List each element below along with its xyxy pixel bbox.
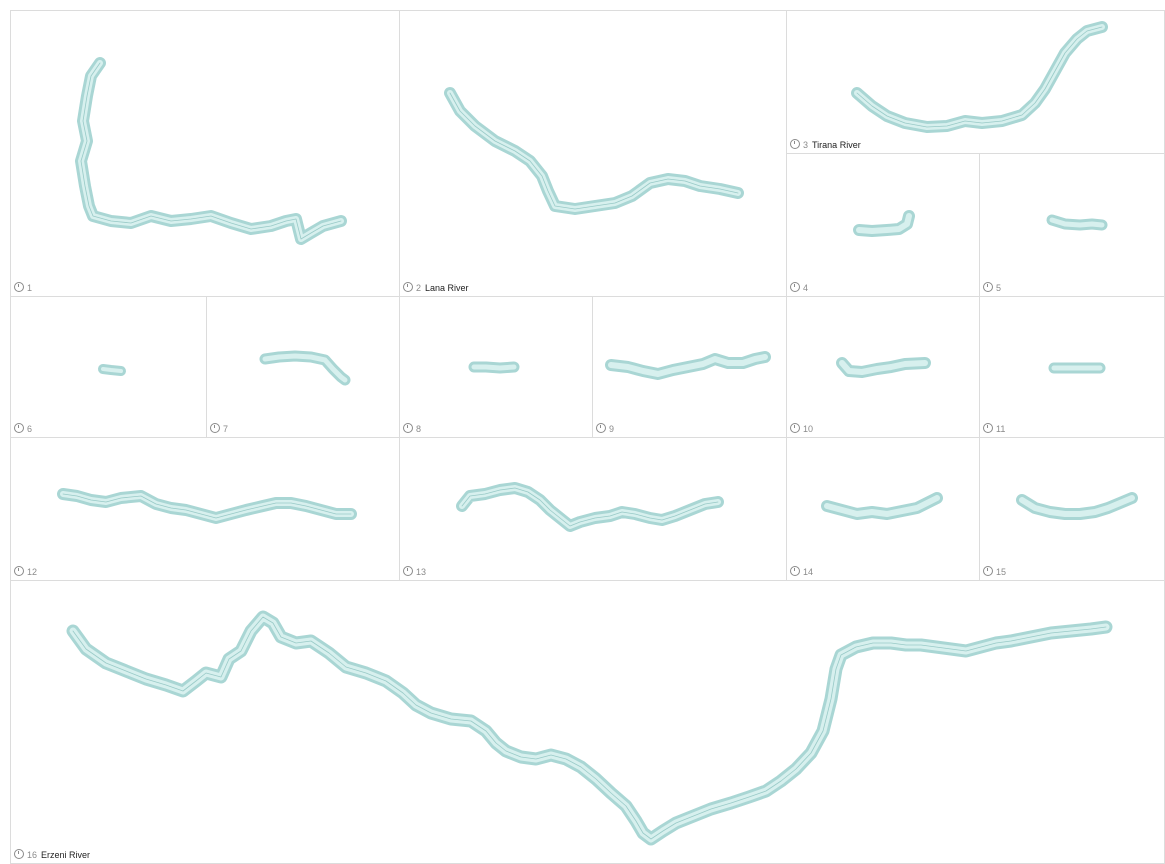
panel-9: 9 [592, 296, 787, 438]
river-segment-9 [605, 351, 771, 380]
clock-icon [983, 566, 993, 576]
panel-11: 11 [979, 296, 1165, 438]
panel-caption: 16 Erzeni River [14, 849, 90, 861]
river-segment-8 [468, 361, 520, 374]
panel-number: 8 [416, 424, 422, 434]
panel-4: 4 [786, 153, 980, 297]
panel-caption: 7 [210, 423, 232, 435]
river-segment-3 [851, 21, 1108, 133]
clock-icon [403, 423, 413, 433]
panel-caption: 2 Lana River [403, 282, 469, 294]
panel-number: 2 [416, 283, 422, 293]
river-segment-14 [821, 492, 943, 520]
clock-icon [14, 849, 24, 859]
panel-caption: 1 [14, 282, 36, 294]
panel-caption: 15 [983, 566, 1010, 578]
panel-2: 2 Lana River [399, 10, 787, 297]
clock-icon [210, 423, 220, 433]
panel-caption: 3 Tirana River [790, 139, 861, 151]
clock-icon [983, 282, 993, 292]
panel-number: 11 [996, 424, 1006, 434]
panel-number: 15 [996, 567, 1007, 577]
panel-caption: 13 [403, 566, 430, 578]
panel-number: 7 [223, 424, 229, 434]
clock-icon [403, 566, 413, 576]
river-segment-2 [444, 87, 744, 215]
river-segment-1 [75, 57, 347, 245]
panel-caption: 10 [790, 423, 817, 435]
panel-15: 15 [979, 437, 1165, 581]
river-name: Lana River [425, 283, 469, 293]
panel-caption: 6 [14, 423, 36, 435]
panel-number: 14 [803, 567, 814, 577]
clock-icon [790, 423, 800, 433]
panel-caption: 9 [596, 423, 618, 435]
panel-caption: 14 [790, 566, 817, 578]
river-name: Erzeni River [41, 850, 91, 860]
clock-icon [596, 423, 606, 433]
river-segment-15 [1016, 492, 1138, 520]
river-segment-16 [66, 610, 1113, 846]
panel-number: 1 [27, 283, 33, 293]
panel-number: 6 [27, 424, 33, 434]
panel-number: 10 [803, 424, 814, 434]
panel-caption: 5 [983, 282, 1005, 294]
panel-number: 12 [27, 567, 38, 577]
panel-14: 14 [786, 437, 980, 581]
clock-icon [14, 423, 24, 433]
clock-icon [790, 139, 800, 149]
clock-icon [14, 282, 24, 292]
clock-icon [403, 282, 413, 292]
panel-number: 9 [609, 424, 615, 434]
panel-caption: 11 [983, 423, 1009, 435]
river-segment-13 [456, 482, 724, 532]
river-segment-4 [853, 210, 915, 237]
panel-caption: 12 [14, 566, 41, 578]
panel-number: 4 [803, 283, 809, 293]
clock-icon [790, 282, 800, 292]
river-segment-10 [836, 357, 931, 378]
panel-16: 16 Erzeni River [10, 580, 1165, 864]
panel-number: 3 [803, 140, 809, 150]
panel-10: 10 [786, 296, 980, 438]
panel-12: 12 [10, 437, 400, 581]
river-segment-6 [98, 364, 126, 376]
panel-5: 5 [979, 153, 1165, 297]
panel-number: 13 [416, 567, 427, 577]
panel-8: 8 [399, 296, 593, 438]
clock-icon [983, 423, 993, 433]
clock-icon [790, 566, 800, 576]
panel-caption: 8 [403, 423, 425, 435]
river-segment-7 [259, 350, 351, 386]
panel-6: 6 [10, 296, 207, 438]
river-segment-5 [1046, 214, 1108, 231]
river-segment-11 [1048, 362, 1106, 374]
panel-3: 3 Tirana River [786, 10, 1165, 154]
clock-icon [14, 566, 24, 576]
panel-1: 1 [10, 10, 400, 297]
panel-number: 5 [996, 283, 1002, 293]
panel-number: 16 [27, 850, 38, 860]
panel-caption: 4 [790, 282, 812, 294]
river-name: Tirana River [812, 140, 861, 150]
panel-13: 13 [399, 437, 787, 581]
panel-7: 7 [206, 296, 400, 438]
river-segment-12 [57, 488, 357, 524]
